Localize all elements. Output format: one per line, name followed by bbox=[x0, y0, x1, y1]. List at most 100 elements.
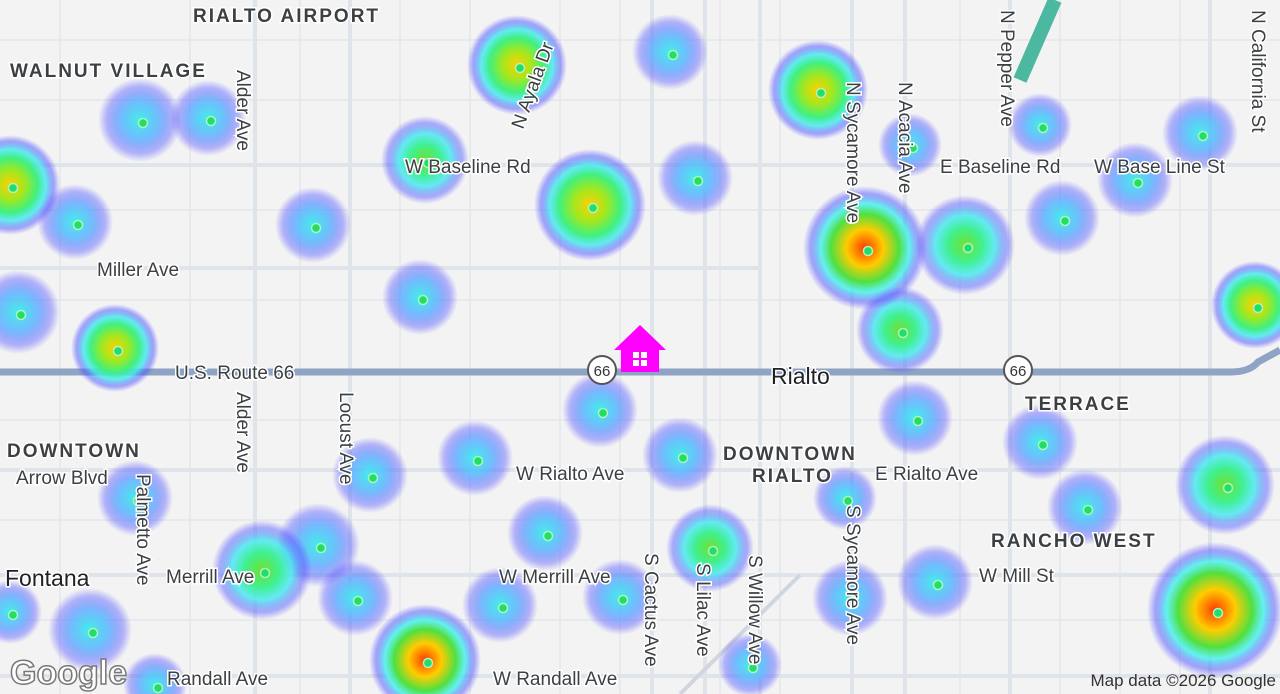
point bbox=[87, 627, 99, 639]
point bbox=[1252, 302, 1264, 314]
route-shield: 66 bbox=[587, 355, 617, 385]
point bbox=[205, 115, 217, 127]
street-label: W Merrill Ave bbox=[499, 567, 611, 588]
point bbox=[815, 87, 827, 99]
point bbox=[422, 657, 434, 669]
street-label: S Cactus Ave bbox=[640, 553, 661, 667]
point bbox=[15, 309, 27, 321]
place-label: DOWNTOWN bbox=[723, 444, 857, 465]
point bbox=[1059, 215, 1071, 227]
point bbox=[137, 117, 149, 129]
street-label: E Baseline Rd bbox=[940, 157, 1060, 178]
heat-blob bbox=[123, 653, 187, 694]
point bbox=[677, 452, 689, 464]
point bbox=[1132, 177, 1144, 189]
point bbox=[1222, 482, 1234, 494]
heat-blob bbox=[1147, 542, 1280, 678]
heat-blob bbox=[0, 135, 60, 235]
point bbox=[542, 530, 554, 542]
shield-label: 66 bbox=[1010, 363, 1027, 380]
point bbox=[932, 579, 944, 591]
place-label: RANCHO WEST bbox=[991, 531, 1157, 552]
home-marker bbox=[614, 325, 666, 372]
street-label: W Baseline Rd bbox=[405, 157, 531, 178]
point bbox=[259, 567, 271, 579]
shield-label: 66 bbox=[594, 363, 611, 380]
point bbox=[315, 542, 327, 554]
point bbox=[367, 472, 379, 484]
street-label: W Rialto Ave bbox=[516, 464, 624, 485]
point bbox=[907, 142, 919, 154]
heat-blob bbox=[0, 580, 42, 644]
point bbox=[897, 327, 909, 339]
heat-blob bbox=[0, 270, 60, 354]
point bbox=[497, 602, 509, 614]
heat-blob bbox=[1211, 261, 1280, 349]
point bbox=[1082, 504, 1094, 516]
point bbox=[310, 222, 322, 234]
point bbox=[152, 682, 164, 694]
street-label: Alder Ave bbox=[232, 70, 253, 151]
point bbox=[1197, 130, 1209, 142]
point bbox=[422, 157, 434, 169]
street-label: N Sycamore Ave bbox=[842, 82, 863, 223]
point bbox=[7, 182, 19, 194]
place-label: RIALTO bbox=[752, 466, 833, 487]
street-label: Miller Ave bbox=[97, 260, 179, 281]
street-label: Locust Ave bbox=[335, 392, 356, 485]
street-label: Randall Ave bbox=[167, 669, 268, 690]
heat-blob bbox=[718, 633, 782, 694]
point bbox=[842, 495, 854, 507]
street-label: E Rialto Ave bbox=[875, 464, 978, 485]
street-label: N Acacia Ave bbox=[894, 82, 915, 194]
logo: Google bbox=[10, 654, 127, 692]
point bbox=[132, 495, 144, 507]
heatmap bbox=[0, 14, 1280, 694]
point bbox=[692, 175, 704, 187]
point bbox=[352, 595, 364, 607]
point bbox=[962, 242, 974, 254]
point bbox=[912, 415, 924, 427]
street-label: W Base Line St bbox=[1094, 157, 1226, 178]
street-label: N California St bbox=[1247, 10, 1268, 133]
point bbox=[747, 662, 759, 674]
point bbox=[1037, 122, 1049, 134]
street-label: N Pepper Ave bbox=[996, 10, 1017, 127]
point bbox=[587, 202, 599, 214]
route-shield: 66 bbox=[1003, 355, 1033, 385]
street-label: Alder Ave bbox=[232, 392, 253, 473]
point bbox=[514, 62, 526, 74]
street-label: W Mill St bbox=[979, 566, 1055, 587]
street-label: S Lilac Ave bbox=[692, 563, 713, 657]
place-label: DOWNTOWN bbox=[7, 441, 141, 462]
street-label: W Randall Ave bbox=[493, 669, 617, 690]
point bbox=[847, 595, 859, 607]
street-label: Arrow Blvd bbox=[16, 468, 108, 489]
city-label: Rialto bbox=[771, 363, 830, 389]
attribution: Map data ©2026 Google bbox=[1091, 671, 1277, 690]
labels: RIALTO AIRPORT WALNUT VILLAGE Alder Ave … bbox=[4, 5, 1277, 693]
street-label: Palmetto Ave bbox=[132, 474, 153, 586]
street-label: U.S. Route 66 bbox=[175, 363, 294, 384]
point bbox=[7, 609, 19, 621]
heat-blob bbox=[369, 604, 481, 694]
street-label: Merrill Ave bbox=[166, 567, 254, 588]
place-label: TERRACE bbox=[1025, 394, 1131, 415]
city-label: Fontana bbox=[5, 565, 90, 591]
point bbox=[862, 245, 874, 257]
place-label: WALNUT VILLAGE bbox=[10, 61, 207, 82]
point bbox=[597, 407, 609, 419]
point bbox=[417, 294, 429, 306]
point bbox=[472, 455, 484, 467]
point bbox=[72, 219, 84, 231]
point bbox=[707, 545, 719, 557]
point bbox=[112, 345, 124, 357]
street-label: S Willow Ave bbox=[744, 555, 765, 664]
point bbox=[667, 49, 679, 61]
place-label: RIALTO AIRPORT bbox=[193, 6, 380, 27]
street-label: S Sycamore Ave bbox=[842, 505, 863, 645]
point bbox=[1037, 439, 1049, 451]
point bbox=[1212, 607, 1224, 619]
point bbox=[617, 594, 629, 606]
